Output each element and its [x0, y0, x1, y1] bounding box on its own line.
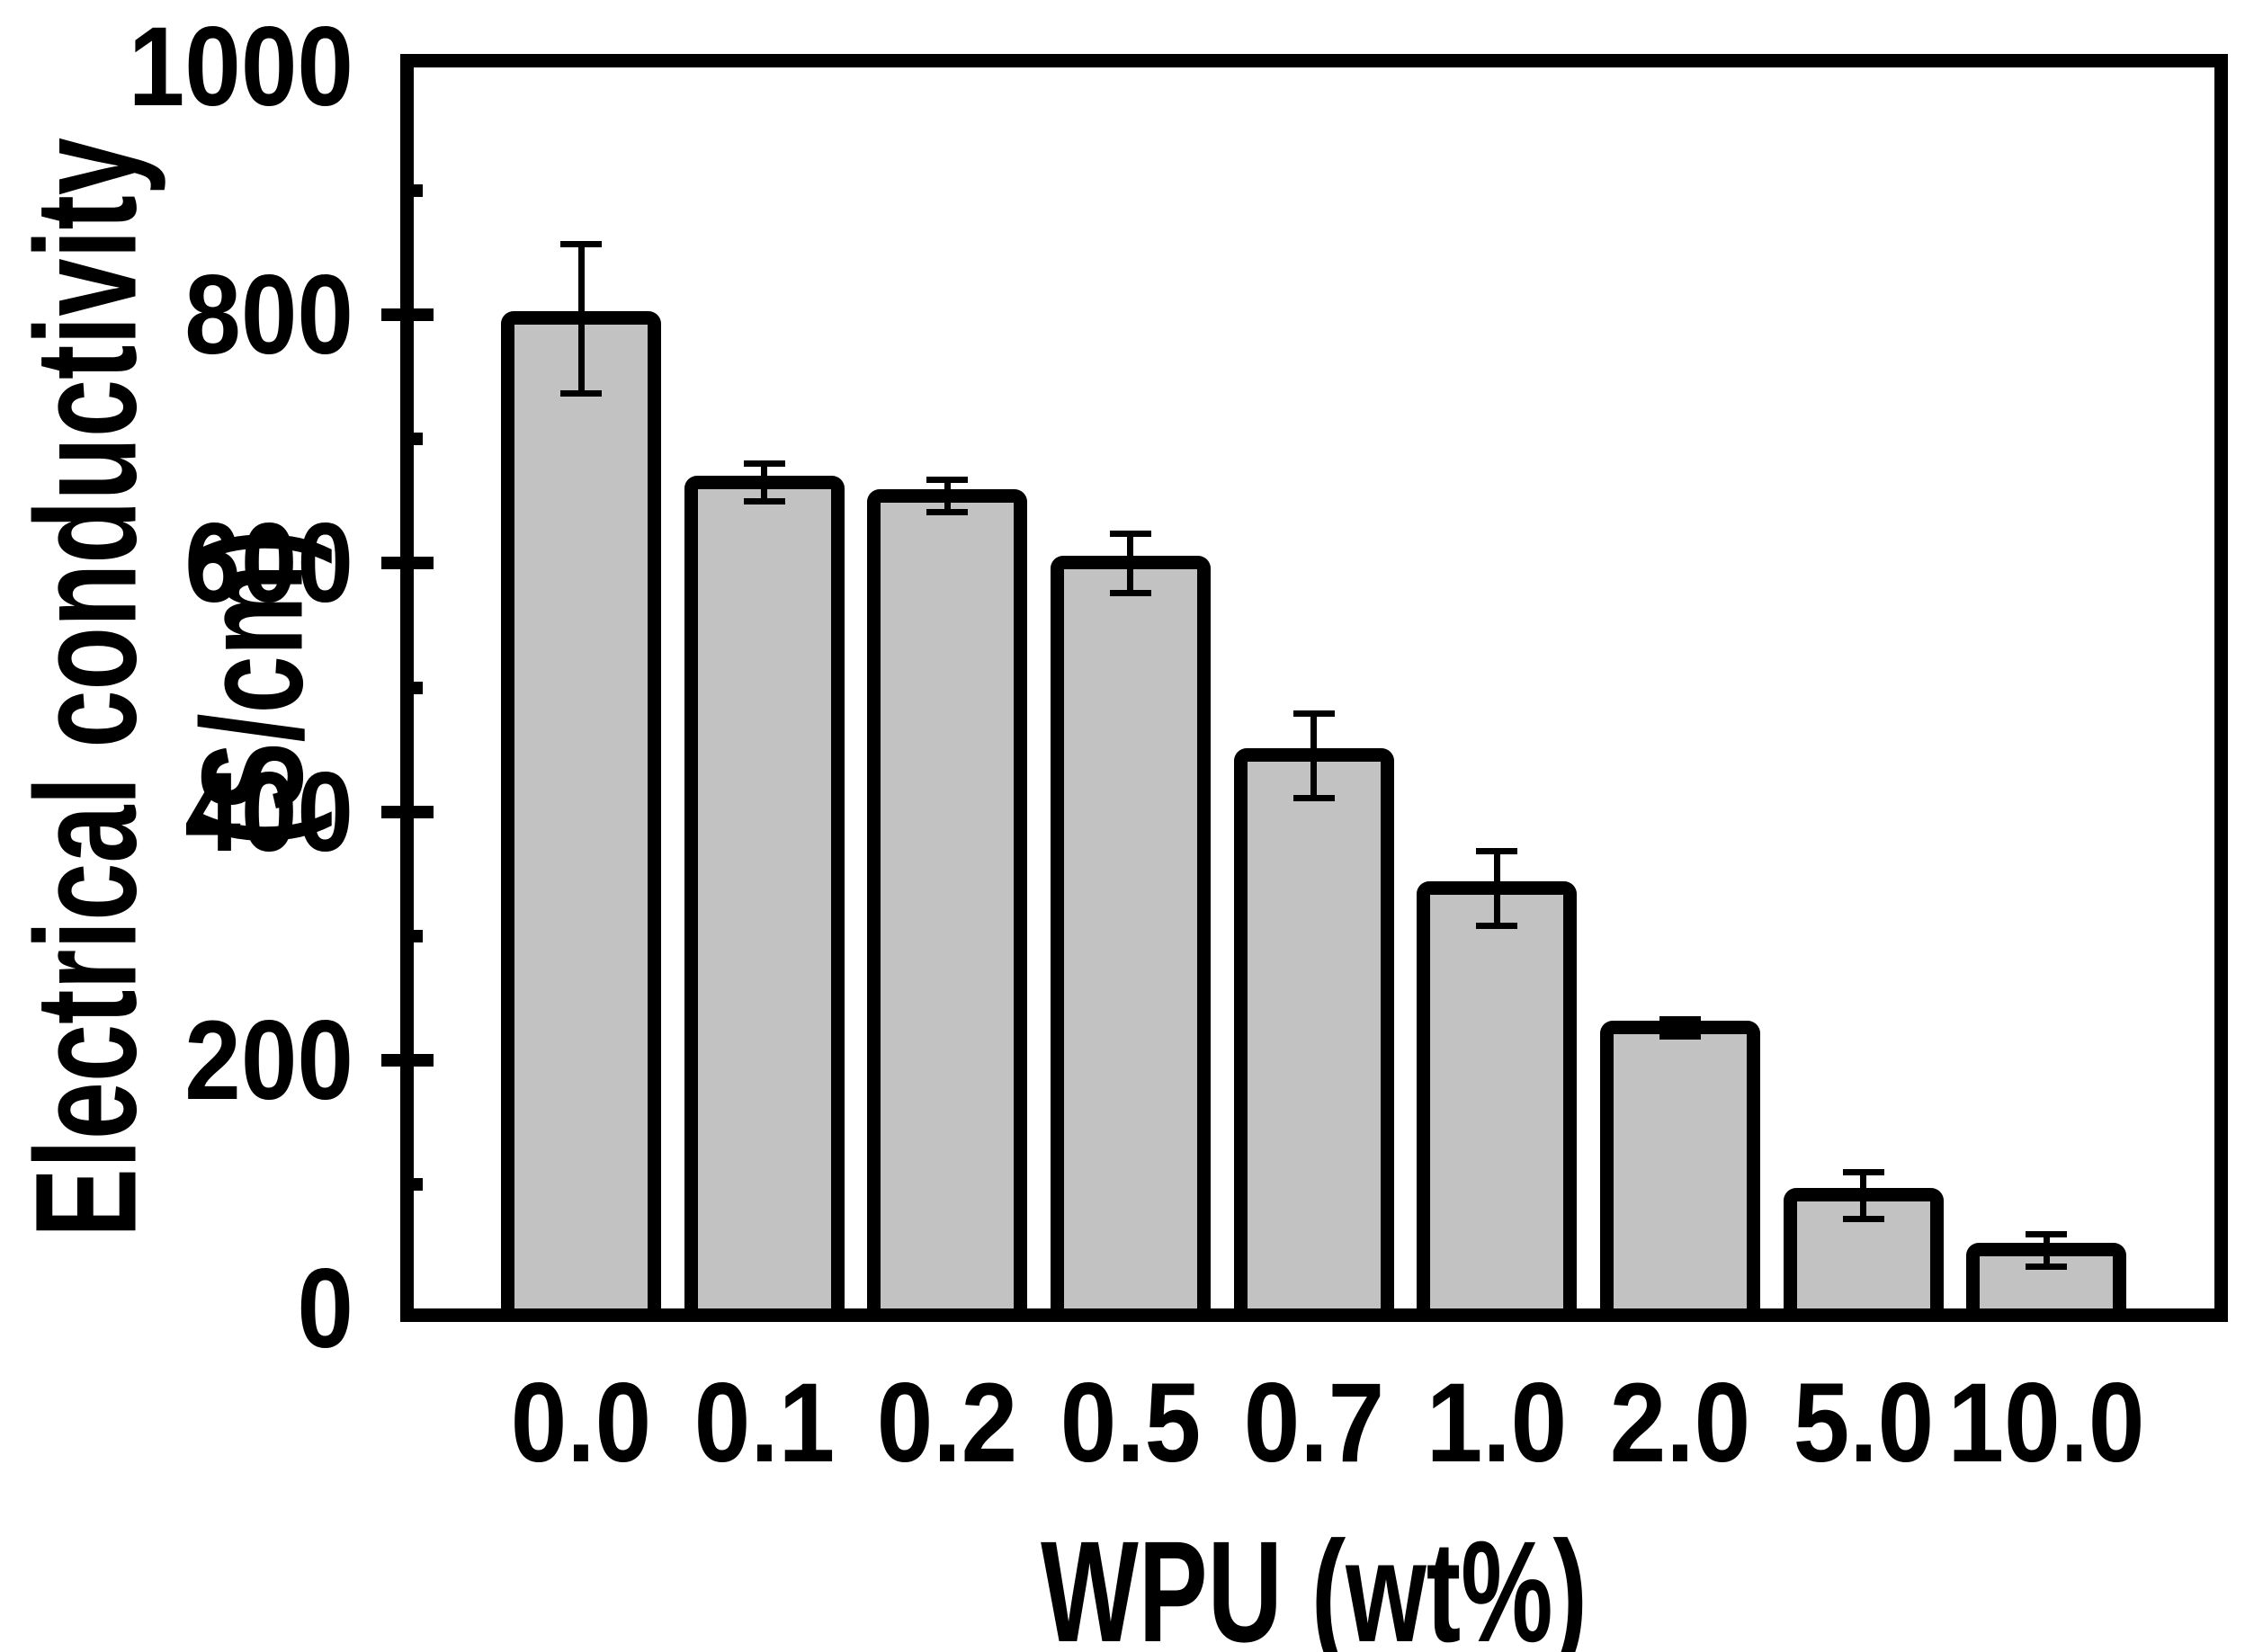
bar	[684, 475, 845, 1322]
bar	[1417, 881, 1578, 1322]
error-bar-line	[1677, 1019, 1684, 1037]
y-tick-label: 0	[297, 1246, 353, 1371]
x-tick-label: 0.7	[1243, 1361, 1384, 1486]
bar	[867, 488, 1028, 1322]
y-major-tick	[381, 557, 434, 570]
error-bar-line	[2043, 1234, 2050, 1267]
error-bar-cap-bottom	[1476, 923, 1518, 930]
x-axis-title: WPU (wt%)	[1041, 1511, 1588, 1652]
x-tick-label: 1.0	[1427, 1361, 1568, 1486]
error-bar-line	[944, 479, 951, 513]
bar	[1783, 1188, 1944, 1322]
x-tick-label: 0.5	[1060, 1361, 1202, 1486]
y-minor-tick	[414, 681, 423, 694]
y-tick-label: 200	[184, 997, 353, 1123]
error-bar-line	[1493, 851, 1500, 926]
bar	[501, 311, 661, 1322]
bar	[1233, 748, 1394, 1322]
error-bar-cap-bottom	[560, 389, 602, 397]
error-bar-line	[1310, 713, 1318, 799]
bar	[1050, 556, 1211, 1322]
error-bar-cap-bottom	[1842, 1216, 1884, 1223]
y-major-tick	[381, 308, 434, 322]
error-bar-line	[761, 463, 768, 502]
error-bar-cap-bottom	[1292, 794, 1335, 801]
error-bar-cap-top	[926, 477, 969, 484]
y-tick-label: 400	[184, 749, 353, 875]
bar	[1599, 1020, 1760, 1322]
y-tick-label: 800	[184, 253, 353, 379]
error-bar-line	[577, 244, 585, 394]
error-bar-cap-top	[1292, 710, 1335, 717]
y-major-tick	[381, 805, 434, 818]
error-bar-cap-bottom	[743, 497, 785, 505]
x-tick-label: 5.0	[1793, 1361, 1934, 1486]
y-minor-tick	[414, 184, 423, 198]
error-bar-line	[1860, 1172, 1867, 1219]
y-tick-label: 600	[184, 501, 353, 627]
error-bar-cap-bottom	[926, 509, 969, 516]
y-minor-tick	[414, 929, 423, 942]
error-bar-cap-bottom	[1109, 590, 1151, 597]
error-bar-cap-top	[1659, 1015, 1701, 1022]
error-bar-cap-top	[560, 240, 602, 247]
error-bar-cap-top	[1476, 848, 1518, 855]
y-axis-title: Electrical conductivity (S/cm)	[4, 138, 333, 1237]
error-bar-cap-top	[1109, 530, 1151, 537]
y-minor-tick	[414, 433, 423, 446]
x-tick-label: 0.0	[510, 1361, 652, 1486]
x-tick-label: 0.2	[877, 1361, 1018, 1486]
y-minor-tick	[414, 1177, 423, 1191]
x-tick-label: 0.1	[693, 1361, 835, 1486]
x-tick-label: 2.0	[1609, 1361, 1751, 1486]
y-tick-label: 1000	[128, 4, 353, 129]
error-bar-line	[1127, 533, 1134, 594]
error-bar-cap-top	[1842, 1168, 1884, 1175]
error-bar-cap-bottom	[1659, 1033, 1701, 1040]
y-major-tick	[381, 1053, 434, 1067]
error-bar-cap-top	[2026, 1230, 2068, 1237]
error-bar-cap-bottom	[2026, 1263, 2068, 1270]
x-tick-label: 10.0	[1947, 1361, 2145, 1486]
error-bar-cap-top	[743, 460, 785, 468]
